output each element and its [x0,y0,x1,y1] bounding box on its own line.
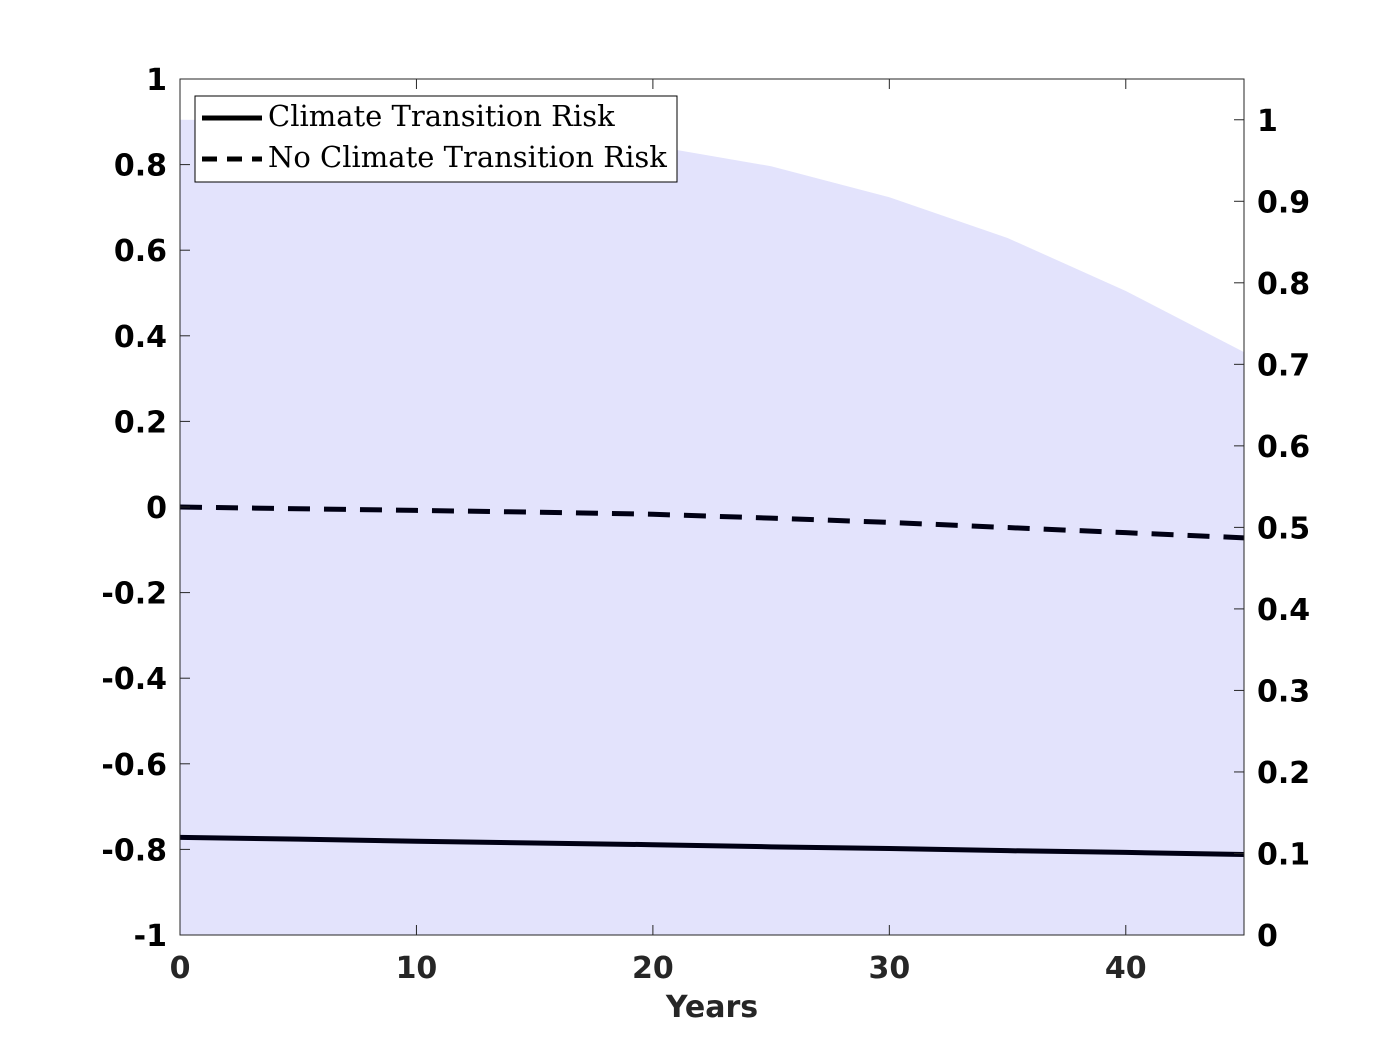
x-tick-label: 0 [170,951,191,986]
y-axis-left: -1 -0.8 -0.6 -0.4 -0.2 0 0.2 0.4 0.6 0.8 1 [101,63,190,954]
y-left-tick-label: 0.6 [114,234,167,269]
y-left-tick-label: -1 [134,919,167,954]
x-tick-label: 40 [1105,951,1147,986]
y-left-tick-label: 0.4 [114,320,167,355]
y-left-tick-label: 0 [146,491,167,526]
y-right-tick-label: 0.6 [1257,430,1310,465]
x-tick-label: 30 [868,951,910,986]
y-left-tick-label: -0.2 [101,577,167,612]
y-left-tick-label: 1 [146,63,167,98]
y-right-tick-label: 0.1 [1257,837,1310,872]
y-right-tick-label: 0.5 [1257,511,1310,546]
series-line-climate-transition-risk [179,834,1245,858]
y-right-tick-label: 1 [1257,104,1278,139]
y-left-tick-label: 0.2 [114,405,167,440]
y-right-tick-label: 0.7 [1257,348,1310,383]
y-left-tick-label: -0.8 [101,833,167,868]
probability-shaded-area [180,119,1244,935]
legend: Climate Transition Risk No Climate Trans… [194,95,678,183]
y-left-tick-label: 0.8 [114,149,167,184]
series-lines [179,504,1245,858]
y-right-tick-label: 0 [1257,919,1278,954]
legend-box [194,95,678,183]
legend-label-no-climate-transition-risk: No Climate Transition Risk [268,140,667,174]
y-right-tick-label: 0.3 [1257,674,1310,709]
y-right-tick-label: 0.4 [1257,593,1310,628]
y-axis-right: 0 0.1 0.2 0.3 0.4 0.5 0.6 0.7 0.8 0.9 1 [1234,104,1310,954]
x-tick-label: 10 [396,951,438,986]
y-left-tick-label: -0.4 [101,662,167,697]
y-left-tick-label: -0.6 [101,748,167,783]
legend-label-climate-transition-risk: Climate Transition Risk [268,99,615,133]
y-right-tick-label: 0.2 [1257,756,1310,791]
x-axis-title: Years [665,990,758,1025]
x-tick-label: 20 [632,951,674,986]
y-right-tick-label: 0.8 [1257,267,1310,302]
x-axis: 0 10 20 30 40 [170,79,1147,986]
y-right-tick-label: 0.9 [1257,185,1310,220]
